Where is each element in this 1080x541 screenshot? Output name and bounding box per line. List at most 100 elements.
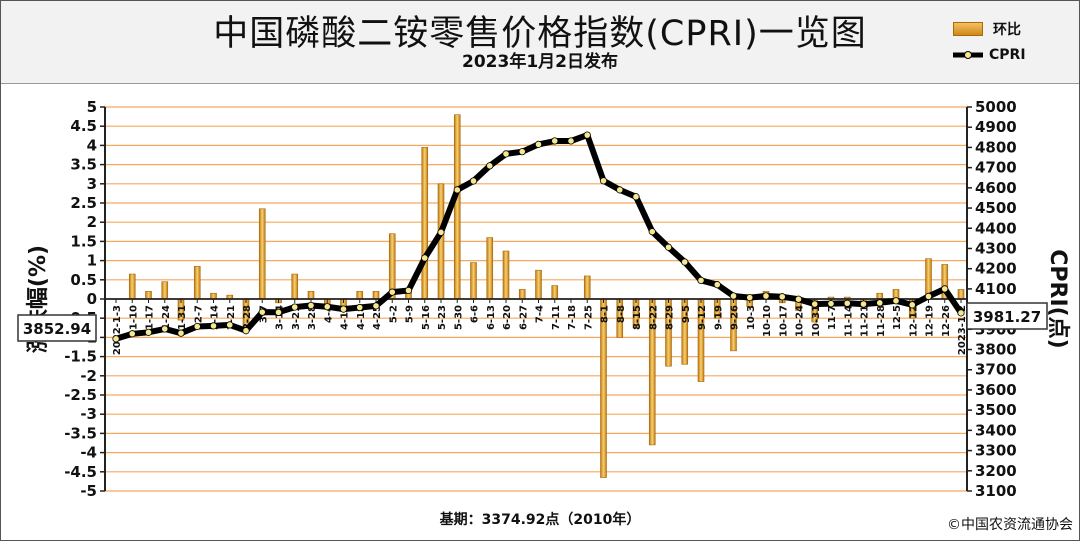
x-tick-label: 3-21 (291, 305, 302, 330)
right-y-tick-label: 3600 (975, 381, 1017, 399)
page-title: 中国磷酸二铵零售价格指数(CPRI)一览图 (213, 14, 867, 54)
right-y-tick-label: 3300 (975, 442, 1017, 460)
cpri-point-2-21 (226, 321, 234, 329)
right-y-tick-label: 3400 (975, 421, 1017, 439)
cpri-point-6-27 (518, 148, 526, 156)
cpri-point-6-13 (486, 162, 494, 170)
x-tick-label: 8-15 (632, 305, 643, 330)
cpri-point-9-19 (713, 281, 721, 289)
x-tick-label: 8-1 (600, 305, 611, 323)
cpri-point-4-4 (323, 303, 331, 311)
cpri-point-7-25 (583, 131, 591, 139)
left-y-tick-label: 2 (87, 213, 97, 231)
page-subtitle: 2023年1月2日发布 (462, 52, 618, 72)
x-tick-label: 10-31 (811, 305, 822, 337)
x-tick-label: 2-7 (193, 305, 204, 323)
cpri-point-1-31 (177, 329, 185, 337)
x-tick-label: 4-25 (372, 305, 383, 330)
left-y-tick-label: -5 (80, 482, 97, 500)
x-tick-label: 10-17 (778, 305, 789, 337)
bar-6-6 (470, 262, 477, 300)
bar-2023-1-2 (957, 289, 965, 300)
x-tick-label: 8-8 (616, 305, 627, 323)
left-y-tick-label: -2.5 (64, 386, 97, 404)
left-y-tick-label: 4.5 (70, 117, 97, 135)
cpri-point-4-18 (356, 303, 364, 312)
x-tick-label: 11-21 (860, 305, 871, 337)
bar-1-17 (145, 291, 152, 300)
cpri-point-12-5 (892, 297, 900, 305)
x-tick-label: 1-10 (128, 305, 139, 330)
left-y-tick-label: -4.5 (64, 463, 97, 481)
x-tick-label: 9-5 (681, 305, 692, 323)
x-tick-label: 2022-1-3 (112, 305, 123, 355)
bar-5-23 (437, 183, 445, 300)
x-tick-label: 10-10 (762, 305, 773, 337)
right-y-tick-label: 4800 (975, 138, 1017, 156)
x-tick-label: 7-18 (567, 305, 578, 330)
cpri-point-7-4 (534, 140, 543, 148)
legend-bar-entry: 环比 (953, 19, 1021, 39)
left-y-tick-label: 0 (87, 290, 97, 308)
left-y-tick-label: -3 (80, 405, 97, 423)
cpri-point-8-1 (599, 177, 608, 185)
cpri-point-2-14 (209, 322, 218, 330)
left-y-tick-label: 2.5 (70, 194, 97, 212)
x-tick-label: 6-13 (486, 305, 497, 330)
cpri-point-11-7 (827, 300, 835, 308)
cpri-point-3-21 (291, 303, 299, 311)
right-y-tick-label: 4200 (975, 260, 1017, 278)
right-y-tick-label: 4700 (975, 159, 1017, 177)
left-y-tick-label: -4 (80, 444, 97, 462)
x-tick-label: 9-26 (730, 305, 741, 330)
right-y-tick-label: 5000 (975, 98, 1017, 116)
cpri-point-9-26 (729, 292, 738, 300)
cpri-point-8-15 (632, 193, 640, 201)
x-tick-label: 6-27 (518, 305, 529, 330)
x-tick-label: 5-9 (405, 305, 416, 323)
cpri-point-4-25 (372, 302, 380, 310)
bar-5-16 (421, 147, 429, 300)
right-y-tick-label: 4500 (975, 199, 1017, 217)
x-tick-label: 11-7 (827, 305, 838, 330)
bar-1-24 (161, 281, 169, 300)
cpri-point-2022-1-3 (112, 335, 120, 343)
x-tick-label: 9-12 (697, 305, 708, 330)
right-y-tick-label: 3100 (975, 482, 1017, 500)
x-tick-label: 10-24 (795, 305, 806, 337)
x-tick-label: 8-22 (648, 305, 659, 330)
left-y-tick-label: 1 (87, 252, 97, 270)
bar-8-1 (600, 298, 607, 478)
left-y-tick-label: -3.5 (64, 424, 97, 442)
legend-bar-swatch (953, 22, 983, 36)
bar-6-20 (502, 250, 510, 300)
legend-line-swatch (953, 51, 983, 59)
cpri-point-2-28 (242, 327, 250, 335)
cpri-point-7-11 (551, 137, 559, 145)
cpri-point-3-14 (274, 308, 283, 316)
left-y-tick-label: 4 (87, 136, 97, 154)
cpri-point-6-20 (502, 150, 510, 158)
legend-line-label: CPRI (989, 47, 1026, 63)
cpri-point-12-12 (908, 301, 916, 309)
right-y-tick-label: 4900 (975, 118, 1017, 136)
bar-6-27 (518, 289, 526, 300)
cpri-point-6-6 (469, 177, 478, 185)
cpri-point-8-8 (616, 186, 624, 194)
cpri-point-8-29 (664, 243, 673, 251)
legend-bar-label: 环比 (993, 22, 1021, 38)
cpri-point-3-7 (258, 308, 266, 316)
cpri-point-11-28 (876, 299, 884, 307)
cpri-point-11-21 (859, 300, 868, 308)
cpri-point-9-12 (697, 276, 705, 285)
cpri-point-10-10 (762, 292, 770, 300)
x-tick-label: 10-3 (746, 305, 757, 330)
left-y-tick-label: 3.5 (70, 156, 97, 174)
cpri-point-2023-1-2 (957, 309, 965, 317)
x-tick-label: 12-12 (908, 305, 919, 337)
bar-series (128, 114, 965, 478)
x-tick-label: 4-18 (356, 305, 367, 330)
x-tick-label: 7-25 (583, 305, 594, 330)
left-y-tick-label: 0.5 (70, 271, 97, 289)
bar-6-13 (486, 237, 494, 300)
